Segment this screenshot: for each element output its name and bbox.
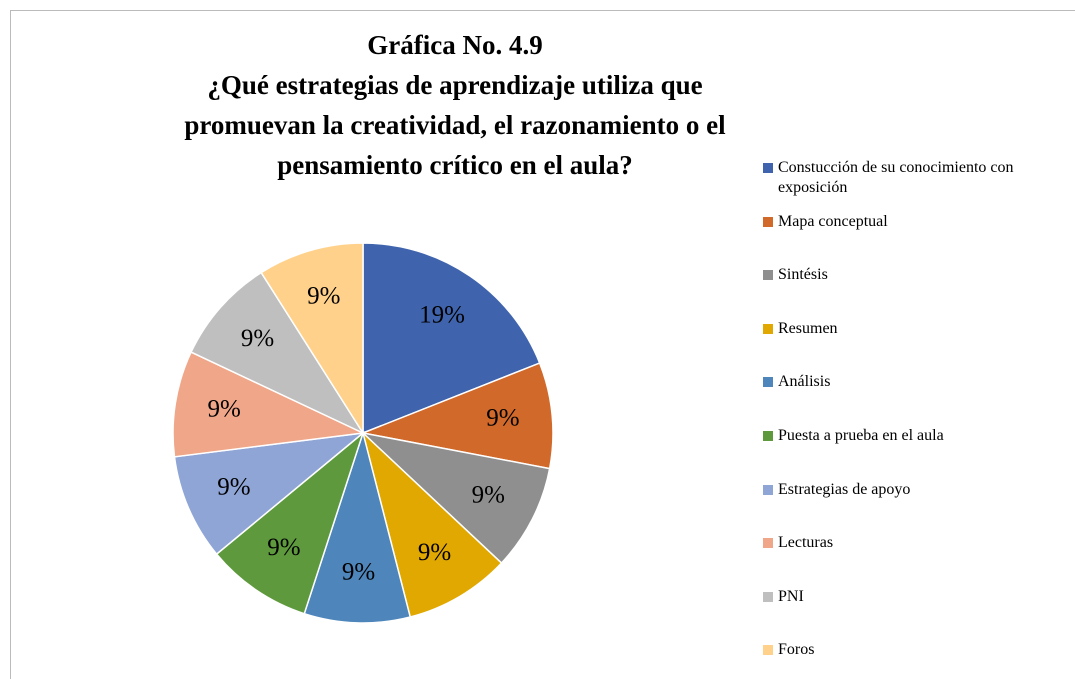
legend-swatch xyxy=(763,645,773,656)
data-label: 9% xyxy=(217,474,250,501)
pie-slice xyxy=(360,431,551,565)
pie-slice xyxy=(361,430,503,618)
pie-slice xyxy=(362,242,541,435)
data-label: 19% xyxy=(419,301,465,328)
legend-item: Resumen xyxy=(763,319,1063,339)
data-label: 9% xyxy=(307,283,340,310)
legend-swatch xyxy=(763,323,773,334)
pie-slice xyxy=(173,431,366,556)
data-label: 9% xyxy=(418,539,451,566)
data-label: 9% xyxy=(486,405,519,432)
legend-label: Resumen xyxy=(778,319,838,337)
legend-label: Mapa conceptual xyxy=(778,212,888,230)
legend-swatch xyxy=(763,538,773,549)
data-label: 9% xyxy=(207,396,240,423)
chart-frame xyxy=(10,10,1075,679)
legend-item: Análisis xyxy=(763,372,1063,392)
legend-swatch xyxy=(763,377,773,388)
legend-label: PNI xyxy=(778,587,804,605)
legend-label: Puesta a prueba en el aula xyxy=(778,427,944,444)
data-label: 9% xyxy=(267,534,300,561)
chart-title: Gráfica No. 4.9 xyxy=(367,30,543,60)
legend-swatch xyxy=(763,591,773,602)
data-label: 9% xyxy=(342,558,375,585)
chart-subtitle: ¿Qué estrategias de aprendizaje utiliza … xyxy=(184,70,726,180)
legend-item: Estrategias de apoyo xyxy=(763,480,1063,500)
legend-label: Constucción de su conocimiento con expos… xyxy=(778,159,1014,196)
legend-label: Lecturas xyxy=(778,534,834,552)
legend-swatch xyxy=(763,216,773,227)
legend-item: Mapa conceptual xyxy=(763,212,1063,232)
legend-label: Estrategias de apoyo xyxy=(778,480,911,498)
pie-slice xyxy=(303,430,412,624)
legend-item: Lecturas xyxy=(763,533,1063,553)
legend-item: Puesta a prueba en el aula xyxy=(763,426,1063,446)
legend-label: Análisis xyxy=(778,373,831,391)
legend-item: Sintésis xyxy=(763,265,1063,285)
pie-slice xyxy=(190,271,366,435)
legend-swatch xyxy=(763,270,773,281)
legend-item: Constucción de su conocimiento con expos… xyxy=(763,158,1063,198)
data-label: 9% xyxy=(472,482,505,509)
legend-item: Foros xyxy=(763,640,1063,660)
pie-slice xyxy=(172,351,366,458)
legend-swatch xyxy=(763,163,773,173)
pie-slice xyxy=(260,242,364,436)
pie-slice xyxy=(215,430,365,615)
pie-slice xyxy=(360,362,554,470)
legend-swatch xyxy=(763,484,773,495)
data-label: 9% xyxy=(241,325,274,352)
legend-label: Foros xyxy=(778,641,815,659)
legend-label: Sintésis xyxy=(778,266,828,284)
legend-item: PNI xyxy=(763,587,1063,607)
legend-swatch xyxy=(763,431,773,441)
